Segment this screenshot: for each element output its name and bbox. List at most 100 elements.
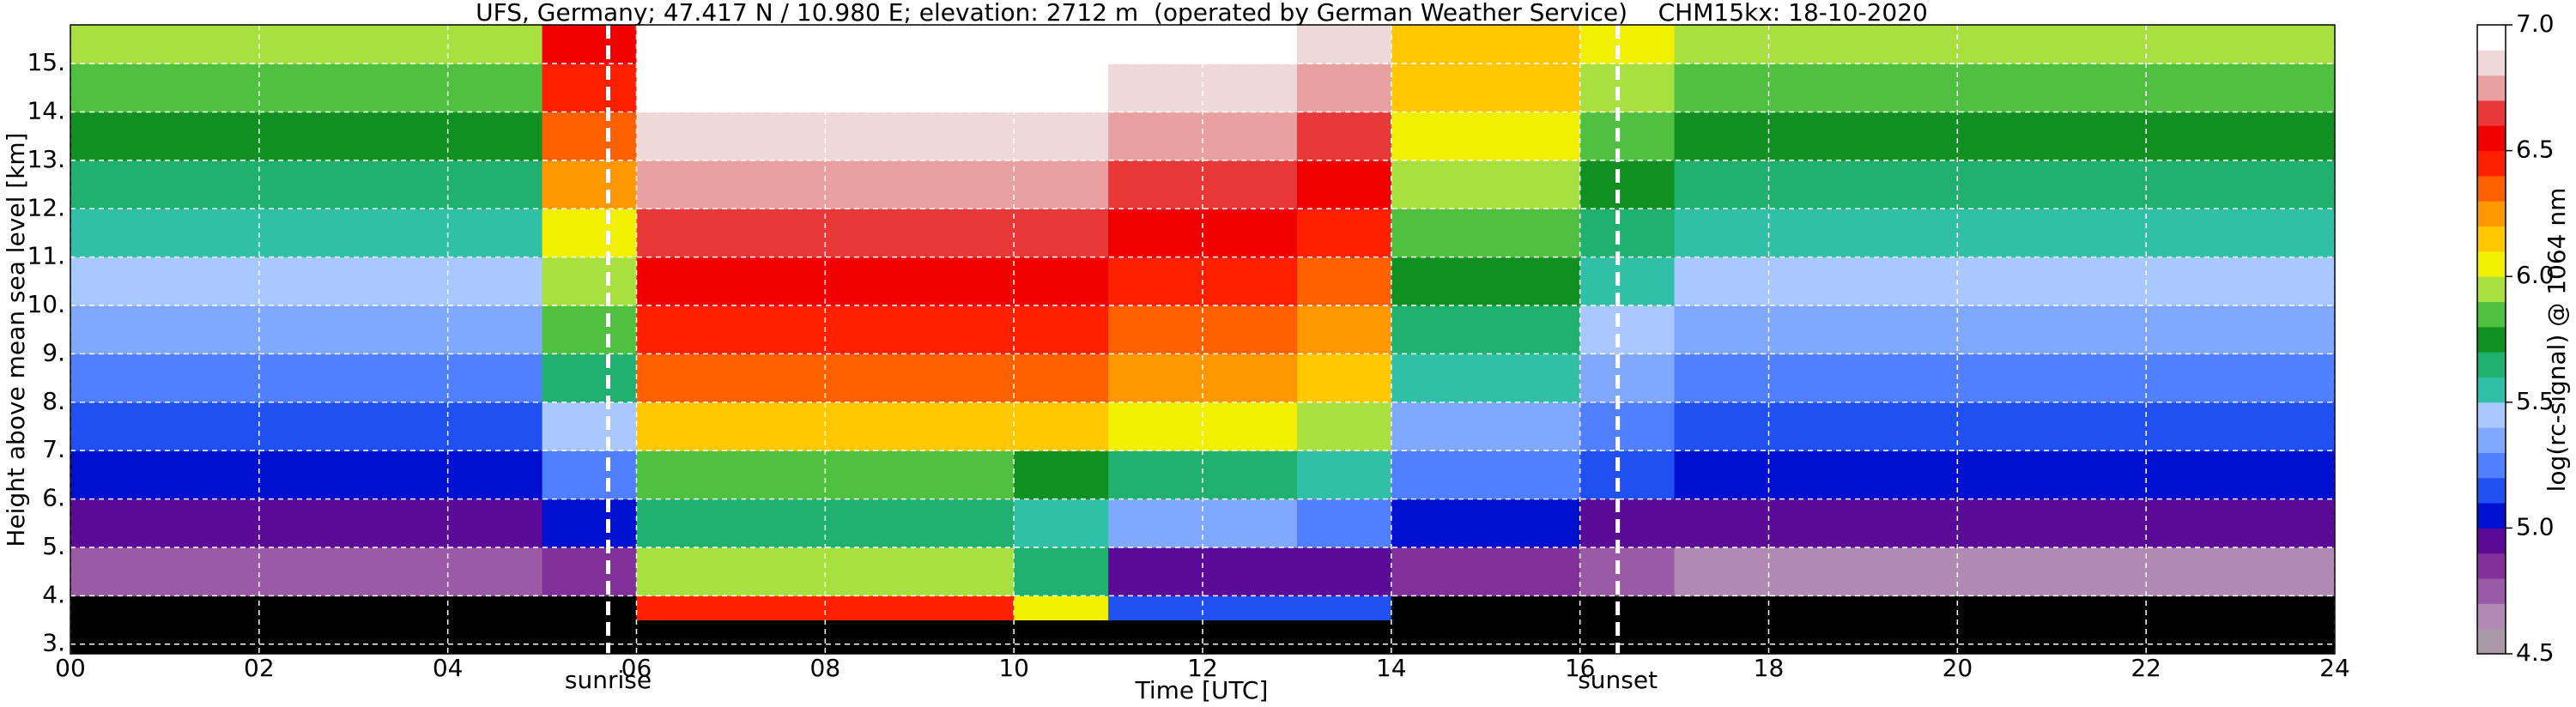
heatmap-cell (1391, 595, 1487, 621)
heatmap-cell (919, 619, 1015, 655)
heatmap-cell (730, 547, 826, 596)
heatmap-cell (164, 547, 260, 596)
heatmap-cell (1108, 450, 1203, 500)
heatmap-cell (70, 354, 166, 403)
heatmap-cell (1014, 499, 1109, 548)
colorbar-swatch (2477, 125, 2506, 152)
heatmap-cell (919, 450, 1015, 500)
heatmap-cell (1579, 619, 1676, 655)
heatmap-cell (1768, 112, 1864, 161)
heatmap-cell (2146, 619, 2241, 655)
heatmap-cell (1957, 402, 2052, 451)
colorbar-swatch (2477, 553, 2506, 579)
x-tick-label: 20 (1943, 654, 1973, 682)
heatmap-cell (1203, 63, 1298, 112)
heatmap-cell (1485, 305, 1581, 354)
heatmap-cell (1863, 595, 1958, 621)
heatmap-cell (1674, 547, 1769, 596)
heatmap-cell (353, 499, 449, 548)
heatmap-cell (2052, 160, 2147, 209)
y-tick-label: 7. (42, 435, 65, 463)
heatmap-cell (353, 354, 449, 403)
heatmap-cell (258, 402, 355, 451)
heatmap-cell (1014, 112, 1109, 161)
heatmap-cell (2240, 305, 2336, 354)
heatmap-cell (1391, 402, 1487, 451)
heatmap-cell (1674, 402, 1769, 451)
y-tick-label: 14. (27, 96, 65, 124)
heatmap-cell (2146, 25, 2241, 64)
heatmap-cell (1768, 208, 1864, 258)
heatmap-cell (1579, 499, 1676, 548)
heatmap-cell (258, 547, 355, 596)
heatmap-cell (1863, 112, 1958, 161)
heatmap-cell (353, 25, 449, 64)
colorbar-swatch (2477, 25, 2506, 51)
heatmap-cell (1863, 257, 1958, 306)
heatmap-cell (447, 63, 543, 112)
heatmap-cell (1863, 619, 1958, 655)
heatmap-cell (636, 402, 731, 451)
heatmap-cell (1957, 547, 2052, 596)
y-tick-label: 10. (27, 290, 65, 318)
heatmap-cell (447, 402, 543, 451)
heatmap-cell (1957, 160, 2052, 209)
heatmap-cell (1108, 595, 1203, 621)
heatmap-cell (258, 450, 355, 500)
heatmap-cell (542, 208, 637, 258)
colorbar-swatch (2477, 226, 2506, 252)
heatmap-cell (1863, 450, 1958, 500)
heatmap-cell (1203, 305, 1298, 354)
colorbar-tick-label: 5.0 (2516, 512, 2555, 541)
event-label: sunset (1578, 666, 1658, 694)
heatmap-cell (2240, 112, 2336, 161)
heatmap-cell (447, 450, 543, 500)
heatmap-cell (1296, 595, 1392, 621)
heatmap-cell (1674, 450, 1769, 500)
heatmap-cell (1579, 547, 1676, 596)
colorbar-frame (2476, 24, 2506, 655)
heatmap-cell (1579, 257, 1676, 306)
heatmap-cell (447, 305, 543, 354)
heatmap-cell (1485, 160, 1581, 209)
heatmap-cell (542, 547, 637, 596)
heatmap-cell (2146, 402, 2241, 451)
heatmap-cell (70, 160, 166, 209)
heatmap-cell (2240, 499, 2336, 548)
heatmap-cell (1391, 112, 1487, 161)
y-tick-label: 9. (42, 338, 65, 366)
heatmap-cell (1014, 595, 1109, 621)
heatmap-cell (1108, 499, 1203, 548)
heatmap-cell (1485, 547, 1581, 596)
colorbar-tick-label: 7.0 (2516, 9, 2555, 38)
heatmap-cell (353, 112, 449, 161)
heatmap-cell (447, 547, 543, 596)
y-axis-label: Height above mean sea level [km] (2, 132, 30, 547)
x-tick-label: 10 (998, 654, 1029, 682)
heatmap-cell (1579, 354, 1676, 403)
heatmap-cell (1957, 112, 2052, 161)
heatmap-cell (730, 619, 826, 655)
heatmap-cell (636, 63, 731, 112)
heatmap-cell (1391, 160, 1487, 209)
heatmap-cell (542, 619, 637, 655)
heatmap-cell (1863, 547, 1958, 596)
heatmap-cell (825, 25, 920, 64)
heatmap-cell (258, 499, 355, 548)
heatmap-cell (1485, 208, 1581, 258)
heatmap-cell (1391, 354, 1487, 403)
heatmap-cell (542, 160, 637, 209)
colorbar-label: log(rc-signal) @ 1064 nm (2543, 188, 2571, 492)
heatmap-cell (70, 450, 166, 500)
heatmap-cell (1391, 208, 1487, 258)
y-tick-label: 13. (27, 145, 65, 173)
heatmap-cell (447, 619, 543, 655)
colorbar-tick-label: 5.5 (2516, 387, 2555, 415)
heatmap-cell (825, 63, 920, 112)
heatmap-cell (636, 354, 731, 403)
heatmap-cell (1863, 160, 1958, 209)
heatmap-cell (2052, 257, 2147, 306)
heatmap-cell (1108, 25, 1203, 64)
heatmap-cell (1579, 25, 1676, 64)
heatmap-cell (1203, 402, 1298, 451)
